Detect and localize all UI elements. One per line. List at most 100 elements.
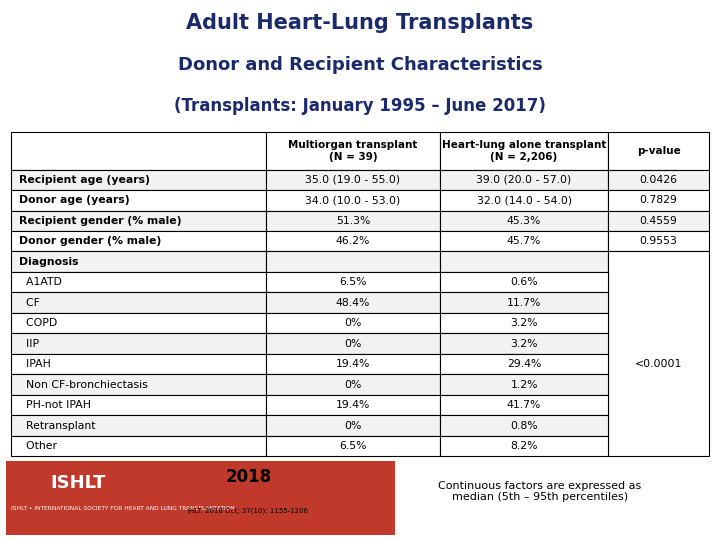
Text: 19.4%: 19.4% <box>336 359 370 369</box>
Bar <box>266 190 441 211</box>
Text: Adult Heart-Lung Transplants: Adult Heart-Lung Transplants <box>186 14 534 33</box>
Text: 3.2%: 3.2% <box>510 339 538 349</box>
Bar <box>11 313 266 333</box>
Bar <box>11 132 266 170</box>
Bar <box>441 211 608 231</box>
Text: 39.0 (20.0 - 57.0): 39.0 (20.0 - 57.0) <box>477 175 572 185</box>
Text: 1.2%: 1.2% <box>510 380 538 390</box>
Text: 11.7%: 11.7% <box>507 298 541 308</box>
Text: 8.2%: 8.2% <box>510 441 538 451</box>
Bar <box>441 252 608 272</box>
Text: Donor age (years): Donor age (years) <box>19 195 130 205</box>
Bar <box>266 293 441 313</box>
Bar <box>266 313 441 333</box>
Bar <box>608 132 709 170</box>
Bar <box>11 231 266 252</box>
Bar <box>441 415 608 436</box>
Text: 6.5%: 6.5% <box>339 441 366 451</box>
Bar <box>441 313 608 333</box>
Bar <box>441 293 608 313</box>
Text: 0%: 0% <box>344 421 361 430</box>
Bar <box>11 272 266 293</box>
Bar <box>441 354 608 374</box>
Text: 45.3%: 45.3% <box>507 216 541 226</box>
Bar <box>441 190 608 211</box>
Text: p-value: p-value <box>636 146 680 156</box>
Text: 3.2%: 3.2% <box>510 318 538 328</box>
Bar <box>608 190 709 211</box>
Text: 0.6%: 0.6% <box>510 277 538 287</box>
Bar <box>11 252 266 272</box>
Bar <box>441 170 608 190</box>
Text: Retransplant: Retransplant <box>19 421 96 430</box>
Bar <box>11 293 266 313</box>
Text: 0.7829: 0.7829 <box>639 195 678 205</box>
Text: 45.7%: 45.7% <box>507 236 541 246</box>
Bar <box>11 333 266 354</box>
Bar <box>608 211 709 231</box>
Text: Other: Other <box>19 441 57 451</box>
Bar <box>266 436 441 456</box>
Bar <box>11 190 266 211</box>
Bar <box>441 132 608 170</box>
Text: CF: CF <box>19 298 40 308</box>
Text: 51.3%: 51.3% <box>336 216 370 226</box>
Text: ISHLT: ISHLT <box>50 474 106 492</box>
Text: Multiorgan transplant
(N = 39): Multiorgan transplant (N = 39) <box>288 140 418 162</box>
Text: 0.4559: 0.4559 <box>639 216 678 226</box>
Text: Continuous factors are expressed as
median (5th – 95th percentiles): Continuous factors are expressed as medi… <box>438 481 642 502</box>
Text: 32.0 (14.0 - 54.0): 32.0 (14.0 - 54.0) <box>477 195 572 205</box>
Bar <box>266 354 441 374</box>
Text: 0.9553: 0.9553 <box>639 236 678 246</box>
Text: Recipient gender (% male): Recipient gender (% male) <box>19 216 181 226</box>
Text: JHLT. 2018 Oct; 37(10): 1155-1206: JHLT. 2018 Oct; 37(10): 1155-1206 <box>188 508 309 514</box>
Text: (Transplants: January 1995 – June 2017): (Transplants: January 1995 – June 2017) <box>174 97 546 115</box>
Text: 0.8%: 0.8% <box>510 421 538 430</box>
Bar <box>441 333 608 354</box>
Bar <box>11 374 266 395</box>
Text: PH-not IPAH: PH-not IPAH <box>19 400 91 410</box>
Text: Heart-lung alone transplant
(N = 2,206): Heart-lung alone transplant (N = 2,206) <box>442 140 606 162</box>
Text: 2018: 2018 <box>225 468 271 486</box>
Text: Non CF-bronchiectasis: Non CF-bronchiectasis <box>19 380 148 390</box>
Bar <box>608 231 709 252</box>
Bar <box>608 252 709 456</box>
Text: Recipient age (years): Recipient age (years) <box>19 175 150 185</box>
Bar <box>441 231 608 252</box>
Bar <box>266 170 441 190</box>
Bar <box>11 170 266 190</box>
Bar <box>11 354 266 374</box>
Text: 29.4%: 29.4% <box>507 359 541 369</box>
Text: Diagnosis: Diagnosis <box>19 256 78 267</box>
Text: IIP: IIP <box>19 339 40 349</box>
Bar <box>441 272 608 293</box>
Bar <box>266 415 441 436</box>
Text: 0.0426: 0.0426 <box>639 175 678 185</box>
Text: 0%: 0% <box>344 380 361 390</box>
Bar <box>441 395 608 415</box>
Text: 41.7%: 41.7% <box>507 400 541 410</box>
Text: <0.0001: <0.0001 <box>635 359 683 369</box>
Text: A1ATD: A1ATD <box>19 277 62 287</box>
Text: Donor and Recipient Characteristics: Donor and Recipient Characteristics <box>178 56 542 74</box>
Bar <box>441 374 608 395</box>
Bar <box>608 170 709 190</box>
Bar <box>266 252 441 272</box>
Text: 48.4%: 48.4% <box>336 298 370 308</box>
Bar <box>266 333 441 354</box>
Text: COPD: COPD <box>19 318 58 328</box>
Bar <box>11 395 266 415</box>
Text: 0%: 0% <box>344 318 361 328</box>
Bar <box>266 374 441 395</box>
Text: 19.4%: 19.4% <box>336 400 370 410</box>
Bar <box>11 415 266 436</box>
Bar <box>266 272 441 293</box>
Text: 0%: 0% <box>344 339 361 349</box>
Bar <box>266 132 441 170</box>
Text: 34.0 (10.0 - 53.0): 34.0 (10.0 - 53.0) <box>305 195 400 205</box>
Bar <box>441 436 608 456</box>
Bar <box>266 395 441 415</box>
Text: 46.2%: 46.2% <box>336 236 370 246</box>
Text: ISHLT • INTERNATIONAL SOCIETY FOR HEART AND LUNG TRANSPLANTATION: ISHLT • INTERNATIONAL SOCIETY FOR HEART … <box>11 505 235 511</box>
Text: Donor gender (% male): Donor gender (% male) <box>19 236 161 246</box>
